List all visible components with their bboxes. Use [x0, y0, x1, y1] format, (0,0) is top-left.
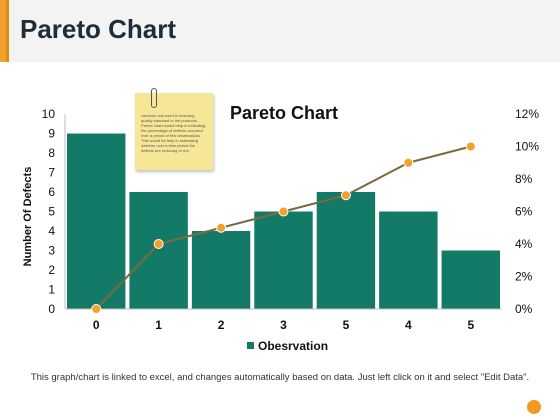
chart-title: Pareto Chart [230, 103, 339, 123]
y2-tick-label: 12% [515, 107, 539, 121]
y-tick-label: 3 [48, 244, 55, 258]
y-tick-label: 1 [48, 283, 55, 297]
y2-tick-label: 4% [515, 237, 533, 251]
y2-tick-label: 6% [515, 205, 533, 219]
line-point-5 [403, 157, 414, 168]
bar-3 [254, 211, 313, 309]
bar-0 [67, 133, 126, 309]
x-tick-label: 1 [155, 318, 162, 332]
y-tick-label: 8 [48, 146, 55, 160]
y-tick-label: 6 [48, 185, 55, 199]
footer-note: This graph/chart is linked to excel, and… [30, 372, 530, 383]
header-accent-bar [0, 0, 6, 62]
bar-1 [129, 192, 188, 309]
y-tick-label: 4 [48, 224, 55, 238]
x-tick-label: 3 [280, 318, 287, 332]
line-point-1 [153, 239, 164, 249]
y-tick-label: 0 [48, 302, 55, 316]
bar-6 [441, 250, 500, 309]
y2-tick-label: 10% [515, 140, 539, 154]
sticky-note: common tool used in ensuring quality sta… [135, 93, 213, 170]
header-accent-bar-inner [6, 0, 9, 62]
y2-tick-label: 2% [515, 270, 533, 284]
x-tick-label: 2 [218, 318, 225, 332]
line-point-4 [340, 190, 351, 201]
y-tick-label: 10 [42, 107, 56, 121]
x-tick-label: 0 [93, 318, 100, 332]
line-point-6 [465, 141, 476, 152]
y-tick-label: 7 [48, 166, 55, 180]
y-axis-title: Number Of Defects [22, 167, 34, 267]
legend-label: Obesrvation [258, 339, 328, 353]
line-point-3 [278, 206, 289, 217]
y-tick-label: 5 [48, 205, 55, 219]
bar-5 [379, 211, 438, 309]
line-point-2 [216, 222, 227, 233]
x-tick-label: 4 [405, 318, 412, 332]
paperclip-icon [151, 88, 157, 108]
sticky-note-text: common tool used in ensuring quality sta… [141, 113, 206, 153]
y-tick-label: 2 [48, 263, 55, 277]
y2-tick-label: 8% [515, 172, 533, 186]
y-tick-label: 9 [48, 127, 55, 141]
y2-tick-label: 0% [515, 302, 533, 316]
x-tick-label: 5 [467, 318, 474, 332]
corner-badge-icon [527, 400, 541, 414]
bar-4 [316, 192, 376, 309]
page-title: Pareto Chart [20, 14, 177, 44]
legend-swatch [247, 342, 254, 349]
line-point-0 [91, 304, 102, 314]
slide-header: Pareto Chart [0, 0, 560, 62]
x-tick-label: 5 [343, 318, 350, 332]
bar-2 [191, 231, 251, 309]
